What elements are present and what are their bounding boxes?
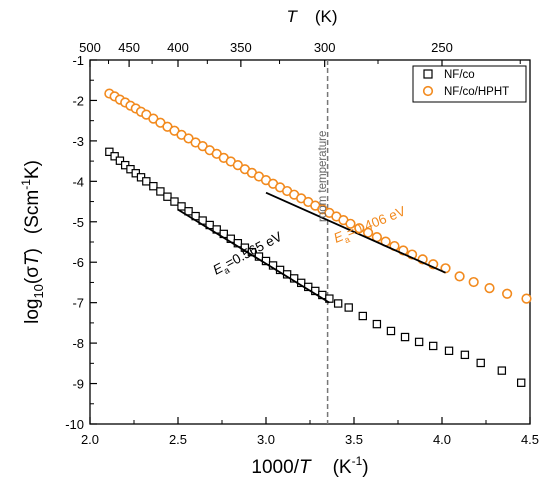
nf-co-data-point (400, 332, 410, 342)
nf-co-data-point (105, 147, 114, 157)
y-tick-label: -4 (72, 174, 84, 189)
annotation-ea-hpht-sub: a (343, 234, 351, 245)
top-tick-label: 350 (230, 40, 252, 55)
nf-co-hpht-data-point (345, 218, 356, 229)
nf-co-data-point (516, 378, 526, 387)
nf-co-data-point (444, 346, 454, 355)
top-axis-title-unit: (K) (315, 7, 338, 26)
nf-co-data-point (142, 177, 151, 186)
y-tick-label: -8 (72, 336, 84, 351)
legend-marker-nf-co-hpht (422, 85, 434, 97)
nf-co-data-point (149, 181, 158, 191)
x-axis-title-prefix: 1000/ (251, 457, 299, 478)
x-axis-title-var: T (299, 457, 312, 478)
nf-co-data-point (333, 299, 343, 308)
legend-marker-nf-co (423, 69, 433, 79)
x-tick-label: 2.5 (169, 432, 187, 447)
top-axis-title: T (K) (286, 7, 337, 26)
nf-co-data-point (184, 207, 193, 216)
top-axis-title-var: T (286, 7, 298, 26)
x-tick-label: 3.5 (345, 432, 363, 447)
nf-co-data-point (414, 337, 424, 347)
nf-co-data-point (429, 341, 438, 351)
nf-co-hpht-data-point (468, 276, 479, 288)
nf-co-data-point (460, 350, 470, 360)
y-axis-title-unit-close: K) (22, 160, 43, 179)
nf-co-data-point (156, 187, 165, 196)
y-tick-label: -2 (72, 93, 84, 108)
nf-co-data-point (372, 319, 382, 329)
nf-co-hpht-data-point (484, 283, 495, 294)
y-axis-title-unit: (Scm (22, 190, 43, 234)
y-tick-label: -7 (72, 296, 84, 311)
y-tick-label: -1 (72, 53, 84, 68)
x-axis-title-unit-sup: -1 (352, 454, 363, 468)
nf-co-data-point (163, 192, 172, 201)
x-tick-label: 4.0 (433, 432, 451, 447)
nf-co-data-point (110, 152, 119, 161)
nf-co-hpht-data-point (362, 227, 374, 238)
nf-co-data-point (476, 358, 485, 368)
y-axis-title-log: log (22, 299, 43, 324)
y-axis-title: log10(σT) (Scm-1K) (19, 160, 46, 324)
y-tick-label: -6 (72, 255, 84, 270)
top-tick-label: 250 (431, 40, 453, 55)
legend: NF/co NF/co/HPHT (412, 65, 527, 103)
top-tick-label: 450 (118, 40, 140, 55)
y-tick-label: -3 (72, 134, 84, 149)
x-axis-title-unit-close: ) (362, 457, 368, 478)
nf-co-data-point (497, 366, 507, 375)
axis-ticks: 2.0 2.5 3.0 3.5 4.0 4.5 -1 -2 -3 -4 -5 -6 -7 -8 -9 -10 5… (65, 40, 539, 447)
nf-co-data-point (115, 156, 125, 165)
nf-co-hpht-data-point (521, 293, 532, 304)
y-axis-title-var: T (22, 253, 43, 266)
y-tick-label: -9 (72, 377, 84, 392)
x-tick-label: 2.0 (81, 432, 99, 447)
legend-label-nf-co-hpht: NF/co/HPHT (444, 86, 509, 98)
x-tick-label: 4.5 (521, 432, 539, 447)
x-axis-title-unit: (K (333, 457, 352, 478)
legend-label-nf-co: NF/co (444, 69, 475, 81)
fit-lines (177, 191, 446, 304)
top-tick-label: 400 (167, 40, 189, 55)
y-tick-label: -10 (65, 417, 84, 432)
room-temperature-label: room temperature (317, 131, 329, 222)
nf-co-hpht-data-point (454, 271, 465, 282)
nf-co-data-point (170, 197, 179, 206)
nf-co-data-point (358, 311, 368, 321)
top-tick-label: 300 (314, 40, 336, 55)
y-tick-label: -5 (72, 215, 84, 230)
fit-line-nf-co (177, 208, 330, 304)
y-axis-title-log-sub: 10 (31, 284, 46, 298)
nf-co-data-point (177, 202, 186, 211)
annotation-ea-co-sub: a (222, 265, 231, 276)
fit-line-nf-co-hpht (265, 191, 446, 274)
nf-co-hpht-data-point (354, 223, 365, 234)
nf-co-data-point (386, 326, 396, 336)
top-tick-label: 500 (79, 40, 101, 55)
x-axis-title: 1000/T (K-1) (251, 454, 368, 478)
y-axis-title-unit-sup: -1 (19, 179, 33, 190)
x-tick-label: 3.0 (257, 432, 275, 447)
y-axis-title-open: (σ (22, 266, 43, 284)
y-axis-title-close: ) (22, 248, 43, 254)
nf-co-data-point (344, 303, 353, 312)
nf-co-hpht-data-point (502, 288, 513, 299)
